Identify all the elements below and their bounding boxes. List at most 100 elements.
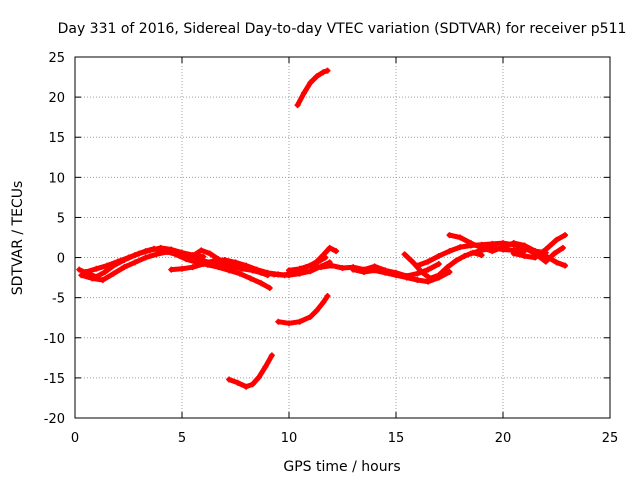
data-point <box>461 252 468 259</box>
data-point <box>414 262 421 269</box>
data-point <box>300 90 307 97</box>
data-point <box>532 254 539 261</box>
data-point <box>247 275 254 282</box>
data-point <box>189 252 196 259</box>
data-point <box>313 258 320 265</box>
data-point <box>258 280 265 287</box>
data-point <box>243 383 250 390</box>
data-point <box>168 246 175 253</box>
data-point <box>559 244 566 251</box>
x-axis-label: GPS time / hours <box>283 459 400 475</box>
data-point <box>418 268 425 275</box>
data-layer <box>76 67 569 390</box>
data-point <box>328 262 335 269</box>
data-point <box>179 265 185 272</box>
y-tick-label: 10 <box>48 171 65 186</box>
data-point <box>324 67 331 74</box>
data-point <box>76 266 83 273</box>
y-tick-label: -10 <box>44 332 65 347</box>
data-point <box>93 265 100 272</box>
data-point <box>136 250 143 257</box>
data-point <box>521 252 528 259</box>
data-point <box>427 275 434 282</box>
data-point <box>125 254 132 261</box>
y-axis-label: SDTVAR / TECUs <box>10 181 26 296</box>
data-point <box>110 270 117 277</box>
data-point <box>553 236 560 243</box>
data-point <box>256 374 263 381</box>
data-point <box>307 79 314 86</box>
data-point <box>264 272 271 279</box>
data-point <box>393 272 399 279</box>
data-point <box>296 265 303 272</box>
data-point <box>223 259 230 266</box>
data-point <box>360 268 367 275</box>
x-tick-label: 0 <box>71 431 79 446</box>
data-point <box>371 267 378 274</box>
data-point <box>286 267 292 274</box>
data-point <box>121 264 128 271</box>
data-point <box>562 232 569 239</box>
data-point <box>326 244 333 251</box>
data-point <box>410 259 417 266</box>
data-point <box>457 234 464 241</box>
data-point <box>89 275 96 282</box>
data-point <box>234 379 241 386</box>
data-point <box>553 259 560 266</box>
x-tick-label: 15 <box>388 431 405 446</box>
y-tick-label: 0 <box>57 252 65 267</box>
data-point <box>542 246 549 253</box>
data-point <box>104 262 111 269</box>
data-point <box>313 73 320 80</box>
data-point <box>226 376 233 383</box>
data-point <box>313 307 320 314</box>
data-point <box>200 260 207 267</box>
data-point <box>294 102 301 109</box>
data-point <box>78 272 85 279</box>
data-point <box>478 247 485 254</box>
data-point <box>435 252 442 259</box>
data-point <box>82 268 89 275</box>
data-point <box>350 266 357 273</box>
data-point <box>200 253 207 260</box>
series-arc-13 <box>511 240 566 265</box>
data-point <box>324 293 331 300</box>
axis-ticks: 0 5 10 15 20 25 -20 -15 -10 -5 0 5 10 15 20 25 <box>44 51 619 446</box>
data-point <box>425 266 432 273</box>
x-tick-label: 20 <box>495 431 512 446</box>
series-arc-5 <box>190 247 271 278</box>
data-point <box>198 247 205 254</box>
data-point <box>275 318 282 325</box>
data-point <box>99 277 106 284</box>
data-point <box>215 256 222 263</box>
y-tick-label: -15 <box>44 372 65 387</box>
data-point <box>157 244 164 251</box>
data-point <box>446 232 453 239</box>
data-point <box>114 258 121 265</box>
data-point <box>320 252 327 259</box>
y-tick-label: 5 <box>57 211 65 226</box>
data-point <box>101 268 108 275</box>
data-point <box>153 251 160 258</box>
data-point <box>307 262 314 269</box>
data-point <box>249 381 256 388</box>
data-point <box>446 248 453 255</box>
chart-title: Day 331 of 2016, Sidereal Day-to-day VTE… <box>58 21 627 37</box>
data-point <box>444 264 451 271</box>
data-point <box>266 285 273 292</box>
data-point <box>168 266 175 273</box>
data-point <box>307 313 314 320</box>
data-point <box>206 250 213 257</box>
data-point <box>232 261 239 268</box>
grid-lines <box>75 57 610 418</box>
data-point <box>146 247 153 254</box>
y-tick-label: -20 <box>44 412 65 427</box>
data-point <box>241 264 248 271</box>
data-point <box>142 254 149 261</box>
data-point <box>562 262 569 269</box>
data-point <box>236 270 243 277</box>
data-point <box>403 274 410 281</box>
data-point <box>333 248 340 255</box>
